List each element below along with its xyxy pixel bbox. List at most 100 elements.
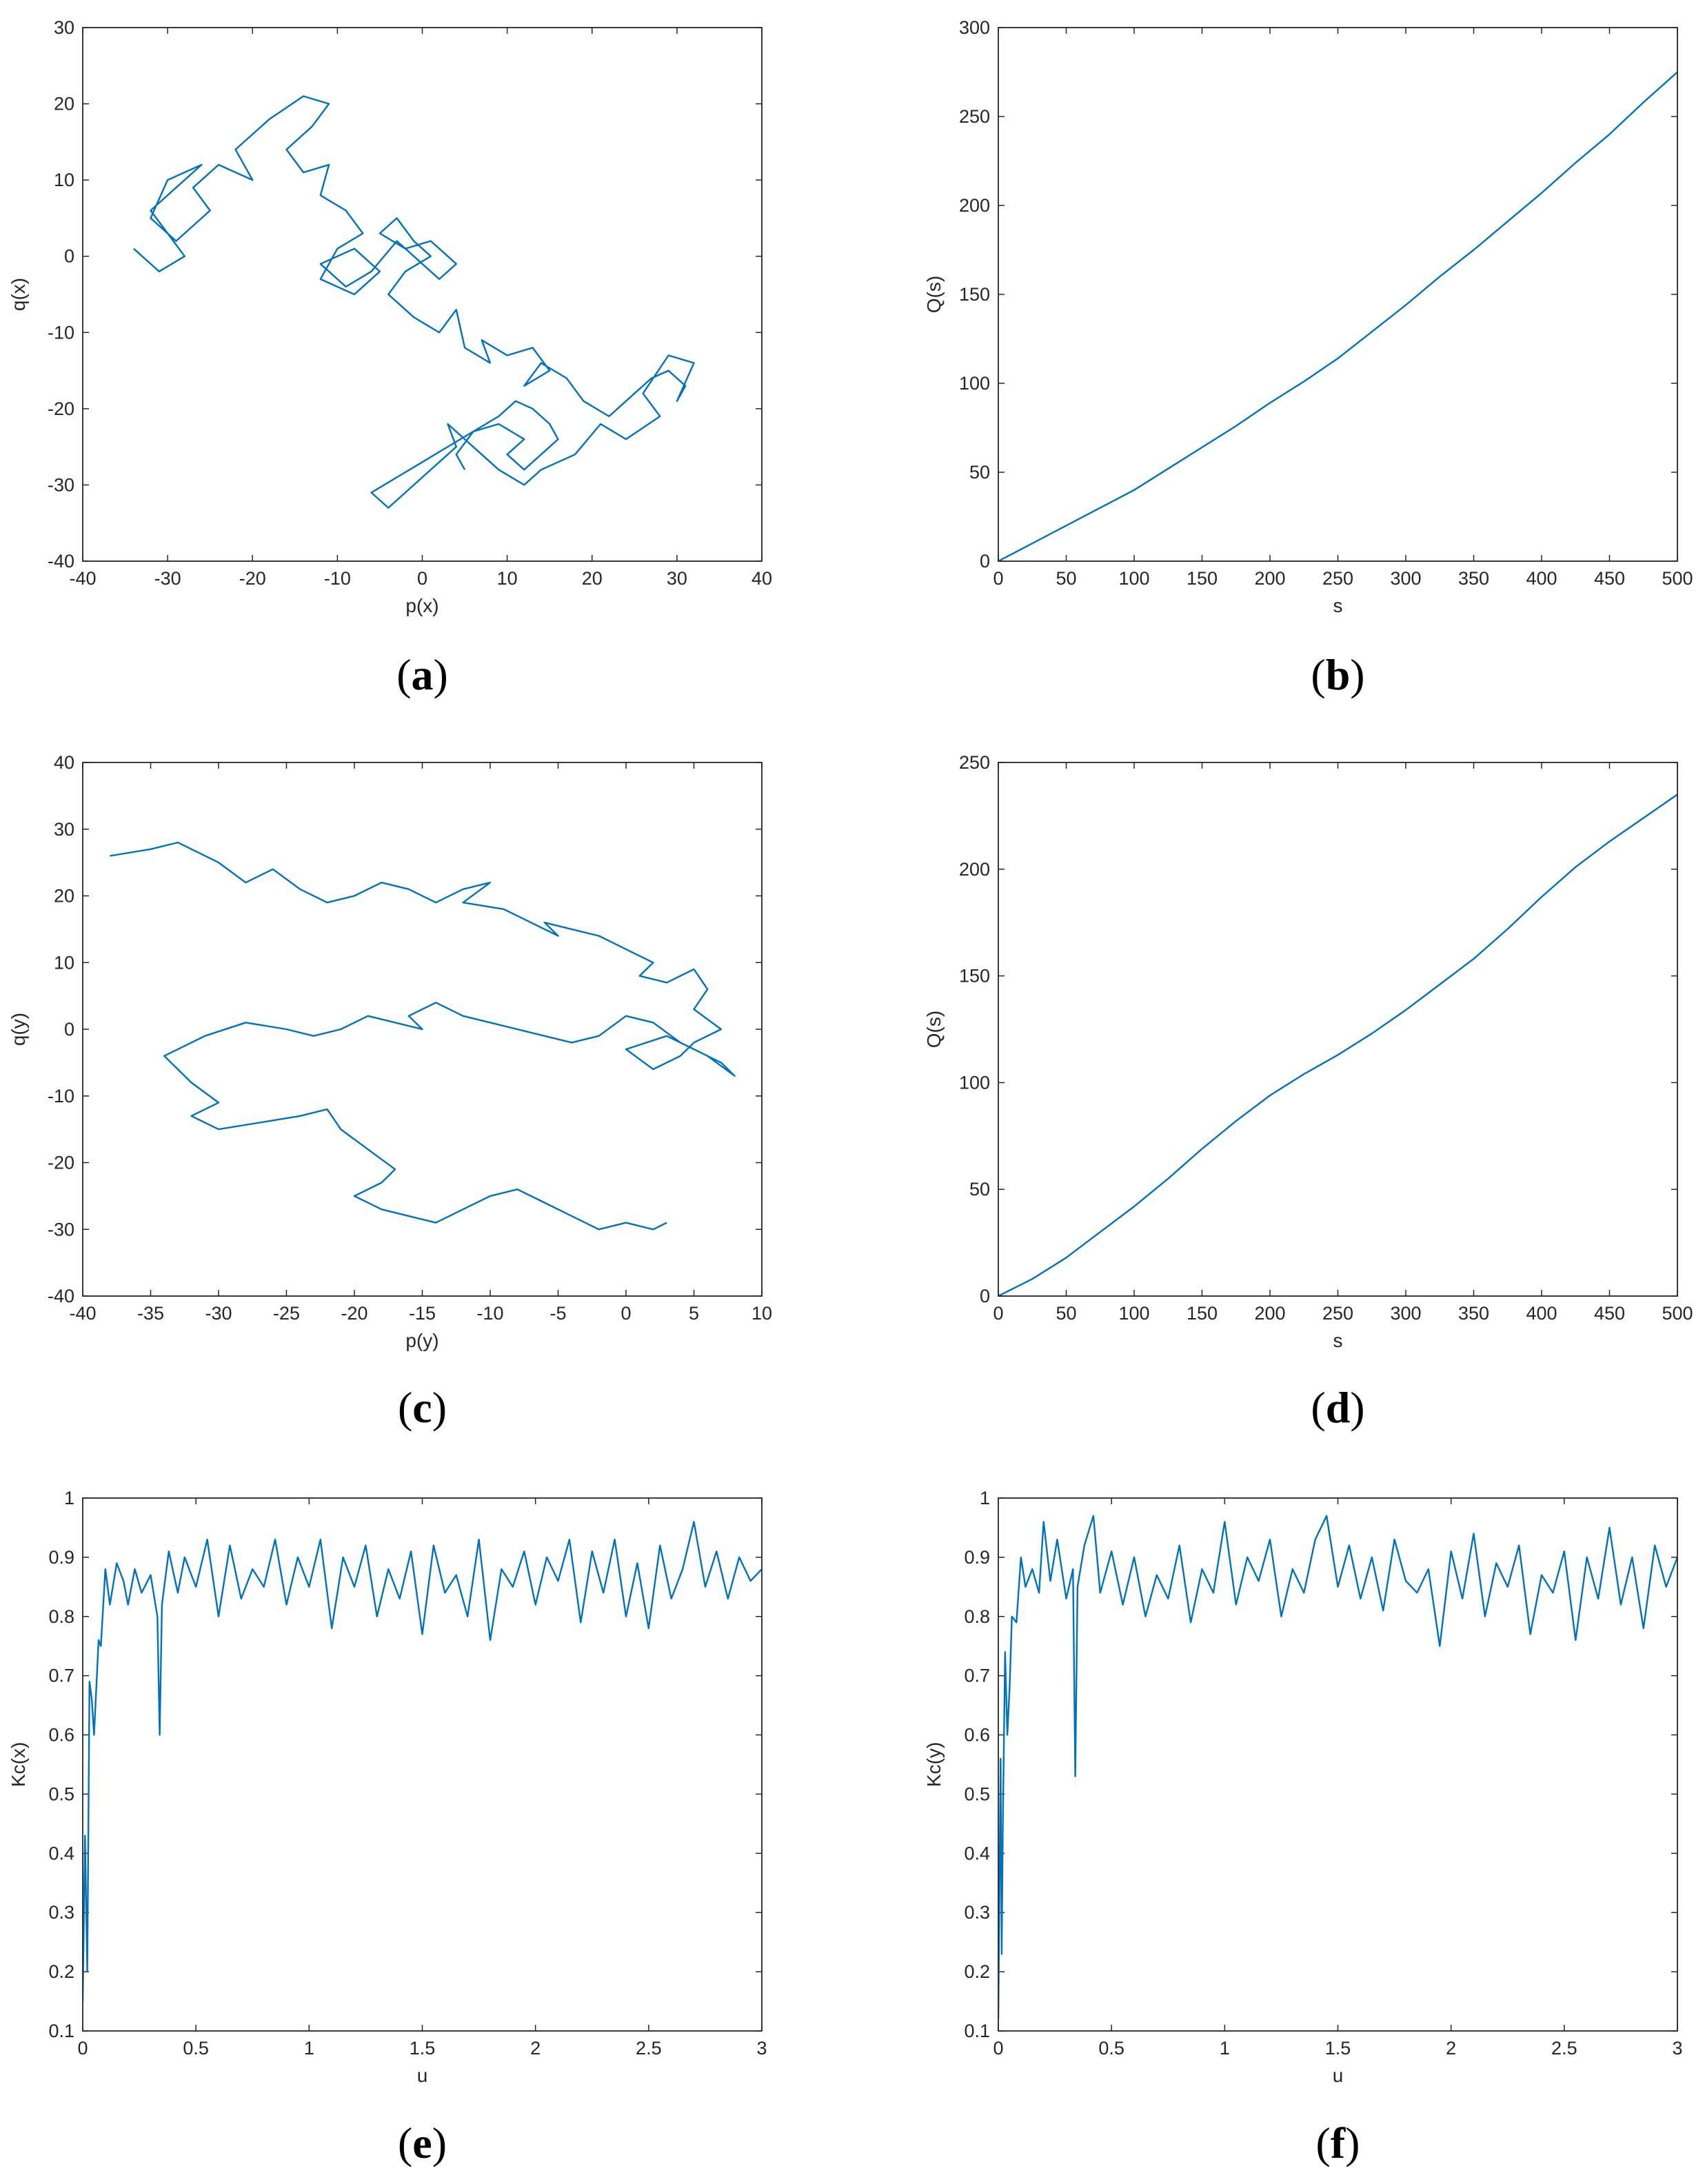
y-tick-label-f: 0.2 [964, 1961, 990, 1982]
y-tick-label-e: 0.1 [48, 2021, 74, 2041]
y-tick-label-a: 30 [54, 17, 74, 38]
panel-caption-b: (b) [1311, 650, 1364, 699]
x-axis-label-e: u [417, 2065, 428, 2086]
y-tick-label-c: 20 [54, 886, 74, 907]
y-tick-label-c: -30 [48, 1219, 74, 1240]
x-tick-label-d: 500 [1662, 1303, 1693, 1324]
x-tick-label-f: 2.5 [1551, 2038, 1577, 2059]
x-axis-label-f: u [1333, 2065, 1344, 2086]
y-tick-label-e: 0.3 [48, 1902, 74, 1923]
x-tick-label-c: 5 [689, 1303, 699, 1324]
x-tick-label-b: 350 [1458, 568, 1489, 589]
x-tick-label-d: 350 [1458, 1303, 1489, 1324]
axes-frame-c [82, 762, 763, 1297]
x-tick-label-a: -40 [69, 568, 96, 589]
y-tick-label-b: 200 [959, 195, 990, 216]
x-tick-label-f: 3 [1672, 2038, 1682, 2059]
y-tick-label-f: 0.4 [964, 1843, 990, 1863]
axes-frame-a [82, 27, 763, 562]
y-tick-label-d: 0 [980, 1286, 990, 1306]
panel-caption-a: (a) [396, 650, 448, 699]
y-tick-label-d: 250 [959, 752, 990, 773]
x-tick-label-d: 450 [1594, 1303, 1625, 1324]
x-tick-label-d: 50 [1056, 1303, 1076, 1324]
series-line-e [83, 1521, 762, 2002]
x-tick-label-b: 100 [1118, 568, 1149, 589]
x-tick-label-b: 150 [1187, 568, 1218, 589]
y-tick-label-b: 150 [959, 284, 990, 305]
y-tick-label-c: -40 [48, 1286, 74, 1306]
x-tick-label-e: 2.5 [636, 2038, 662, 2059]
x-axis-label-a: p(x) [405, 595, 438, 616]
panel-caption-e: (e) [398, 2119, 447, 2167]
x-tick-label-e: 3 [756, 2038, 767, 2059]
x-tick-label-f: 1 [1220, 2038, 1230, 2059]
x-tick-label-e: 0 [77, 2038, 88, 2059]
y-tick-label-a: -30 [48, 474, 74, 495]
x-tick-label-d: 250 [1322, 1303, 1353, 1324]
y-tick-label-d: 150 [959, 966, 990, 987]
series-line-d [998, 793, 1677, 1296]
axes-frame-b [998, 27, 1678, 562]
y-tick-label-f: 0.7 [964, 1666, 990, 1686]
series-line-f [998, 1515, 1677, 2019]
x-tick-label-e: 2 [530, 2038, 541, 2059]
x-tick-label-d: 200 [1254, 1303, 1285, 1324]
x-tick-label-a: -20 [239, 568, 266, 589]
y-axis-label-a: q(x) [8, 278, 29, 311]
plot-area-a [83, 28, 762, 561]
y-tick-label-e: 0.6 [48, 1725, 74, 1746]
y-axis-label-d: Q(s) [923, 1011, 945, 1048]
x-tick-label-a: 30 [667, 568, 687, 589]
y-axis-label-f: Kc(y) [923, 1742, 945, 1787]
y-tick-label-b: 300 [959, 17, 990, 38]
y-tick-label-c: 40 [54, 752, 74, 773]
y-tick-label-d: 100 [959, 1072, 990, 1093]
panel-e: 0 0.5 1 1.5 2 2.5 3 0.1 0.2 0.3 0.4 0.5 0.6 0.7 0.8 0.9… [8, 1488, 767, 2167]
y-tick-label-a: -20 [48, 398, 74, 419]
axes-frame-f [998, 1497, 1678, 2032]
y-tick-label-f: 0.6 [964, 1725, 990, 1746]
x-tick-label-a: -10 [324, 568, 351, 589]
y-tick-label-e: 0.4 [48, 1843, 74, 1863]
x-tick-label-c: 10 [751, 1303, 772, 1324]
panel-caption-c: (c) [398, 1383, 447, 1432]
x-tick-label-c: -25 [273, 1303, 300, 1324]
x-tick-label-a: 10 [497, 568, 518, 589]
x-axis-label-d: s [1333, 1330, 1343, 1351]
y-tick-label-f: 0.5 [964, 1783, 990, 1804]
y-tick-label-a: 20 [54, 94, 74, 114]
x-tick-label-b: 450 [1594, 568, 1625, 589]
y-tick-label-a: 10 [54, 170, 74, 190]
x-tick-label-f: 2 [1446, 2038, 1456, 2059]
y-tick-label-e: 0.5 [48, 1783, 74, 1804]
y-axis-label-e: Kc(x) [8, 1742, 29, 1787]
x-tick-label-e: 0.5 [183, 2038, 209, 2059]
y-tick-label-a: -10 [48, 322, 74, 343]
y-tick-label-f: 0.1 [964, 2021, 990, 2041]
x-tick-label-b: 50 [1056, 568, 1076, 589]
x-tick-label-d: 400 [1526, 1303, 1557, 1324]
panel-c: -40 -35 -30 -25 -20 -15 -10 -5 0 5 10 -40 -30 -20 -10 0… [8, 752, 772, 1432]
x-tick-label-f: 0 [993, 2038, 1003, 2059]
panel-a: -40 -30 -20 -10 0 10 20 30 40 -40 -30 -20 -10 0 10 20 30… [8, 17, 772, 699]
axes-frame-d [998, 762, 1678, 1297]
series-line-c [110, 841, 736, 1231]
x-tick-label-c: -10 [476, 1303, 503, 1324]
x-tick-label-b: 400 [1526, 568, 1557, 589]
x-tick-label-e: 1.5 [410, 2038, 436, 2059]
y-tick-label-e: 0.2 [48, 1961, 74, 1982]
panel-d: 0 50 100 150 200 250 300 350 400 450 500 0 50 100 150 2… [923, 752, 1693, 1432]
y-tick-label-a: 0 [64, 246, 74, 267]
x-tick-label-c: 0 [621, 1303, 631, 1324]
y-tick-label-b: 0 [980, 551, 990, 572]
x-tick-label-f: 0.5 [1098, 2038, 1124, 2059]
y-tick-label-b: 50 [969, 462, 990, 483]
x-tick-label-c: -20 [341, 1303, 367, 1324]
y-tick-label-f: 1 [980, 1488, 990, 1508]
y-tick-label-b: 100 [959, 373, 990, 394]
x-tick-label-c: -30 [205, 1303, 232, 1324]
plot-area-d [998, 762, 1677, 1296]
y-axis-label-c: q(y) [8, 1013, 29, 1046]
